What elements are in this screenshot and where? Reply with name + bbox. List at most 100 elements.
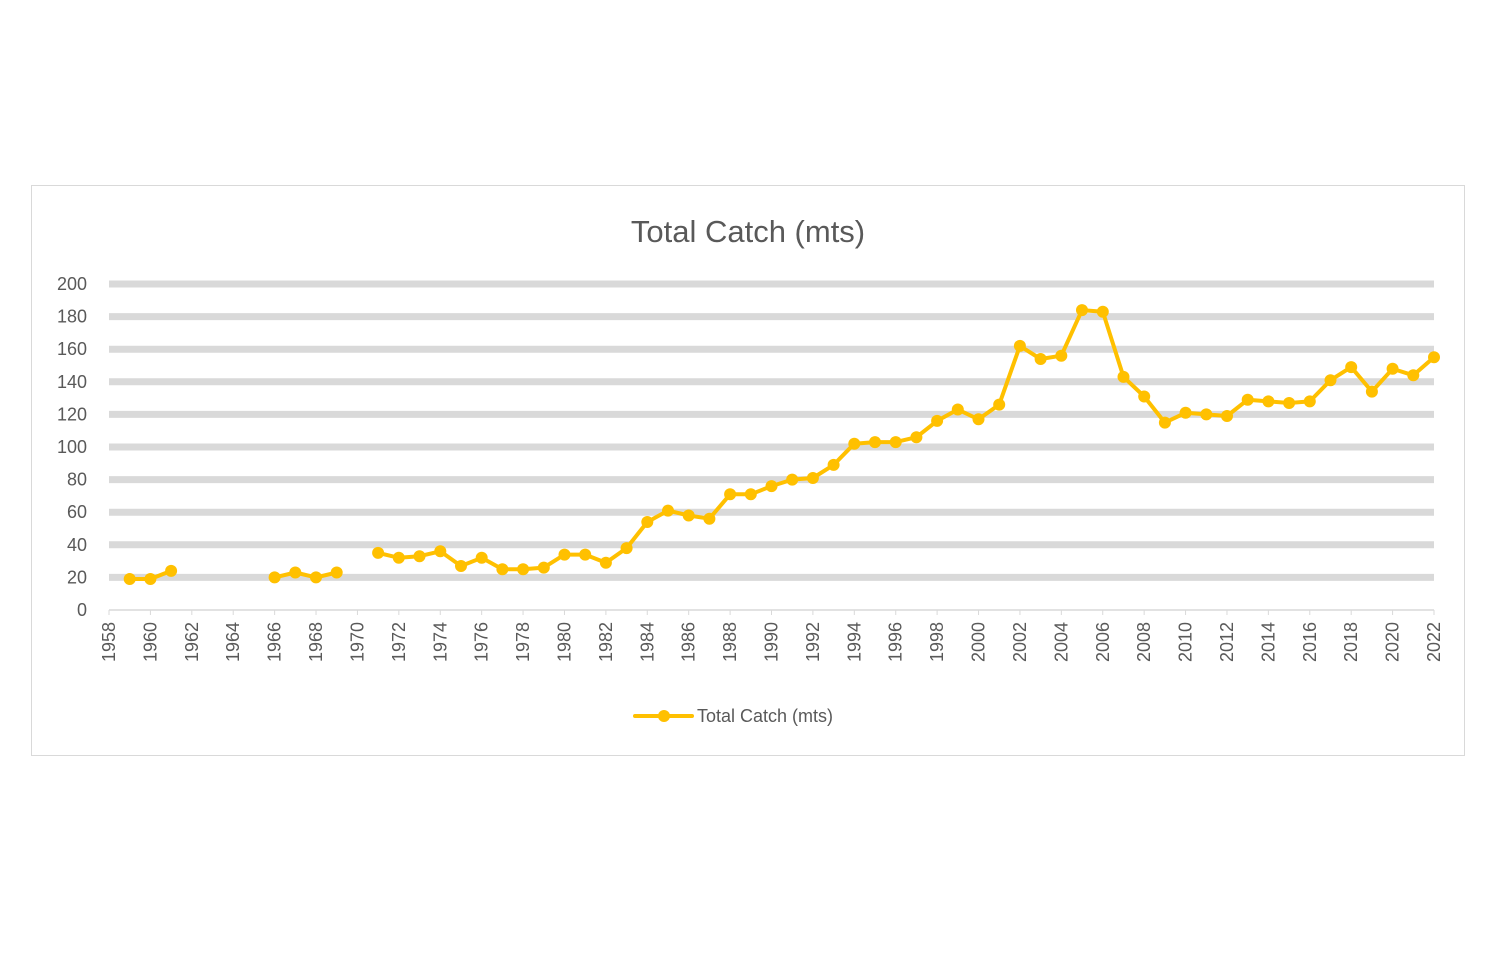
x-tick-label-1984: 1984 [637, 622, 657, 662]
x-tick-label-2006: 2006 [1093, 622, 1113, 662]
data-point-2000 [972, 413, 985, 426]
data-point-1987 [703, 512, 716, 525]
x-tick-label-2016: 2016 [1300, 622, 1320, 662]
data-point-2017 [1324, 374, 1337, 387]
data-point-2001 [993, 398, 1006, 411]
x-tick-label-1996: 1996 [886, 622, 906, 662]
data-point-1978 [517, 563, 530, 576]
data-point-1996 [889, 436, 902, 449]
data-point-1986 [682, 509, 695, 522]
data-point-1971 [372, 546, 385, 559]
x-tick-label-2012: 2012 [1217, 622, 1237, 662]
data-point-1977 [496, 563, 509, 576]
data-point-1992 [806, 472, 819, 484]
data-point-1980 [558, 548, 571, 561]
series-markers [123, 304, 1440, 585]
data-point-1974 [434, 545, 447, 558]
chart-frame: Total Catch (mts) 0 20 40 60 80 100 120 140 160 1… [31, 185, 1465, 756]
data-point-2015 [1283, 397, 1296, 409]
data-point-1981 [579, 548, 592, 561]
legend-label: Total Catch (mts) [697, 706, 833, 726]
x-tick-label-1974: 1974 [430, 622, 450, 662]
data-point-2022 [1428, 351, 1440, 364]
data-point-1989 [744, 488, 757, 501]
x-tick-label-2022: 2022 [1424, 622, 1444, 662]
y-tick-label-0: 0 [77, 600, 87, 620]
data-point-1991 [786, 473, 799, 486]
data-point-1972 [392, 551, 405, 564]
legend-marker-swatch [658, 710, 670, 722]
data-point-1961 [165, 564, 178, 577]
data-point-2010 [1179, 406, 1192, 419]
x-axis-tick-labels: 1958 1960 1962 1964 1966 1968 1970 1972 1974 1976… [99, 610, 1444, 662]
x-tick-label-1994: 1994 [844, 622, 864, 662]
grid-lines [109, 280, 1434, 611]
data-point-2013 [1241, 393, 1254, 406]
y-tick-label-120: 120 [57, 404, 87, 424]
data-point-1999 [951, 403, 964, 416]
data-point-2011 [1200, 408, 1213, 421]
x-tick-label-2018: 2018 [1341, 622, 1361, 662]
y-tick-label-40: 40 [67, 535, 87, 555]
data-point-2003 [1034, 353, 1047, 365]
y-tick-label-100: 100 [57, 437, 87, 457]
x-tick-label-1972: 1972 [389, 622, 409, 662]
x-tick-label-2020: 2020 [1383, 622, 1403, 662]
data-point-1969 [330, 566, 343, 579]
chart-title: Total Catch (mts) [631, 214, 865, 249]
x-tick-label-1986: 1986 [679, 622, 699, 662]
data-point-2019 [1365, 385, 1378, 398]
data-point-2018 [1345, 361, 1358, 374]
y-tick-label-180: 180 [57, 307, 87, 327]
data-point-2002 [1013, 339, 1026, 352]
data-point-1959 [123, 573, 136, 585]
data-point-1988 [724, 488, 737, 501]
x-tick-label-1998: 1998 [927, 622, 947, 662]
x-tick-label-1970: 1970 [347, 622, 367, 662]
data-point-2016 [1303, 395, 1316, 408]
data-point-1997 [910, 431, 923, 444]
line-chart: Total Catch (mts) 0 20 40 60 80 100 120 140 160 1… [57, 214, 1444, 726]
data-point-2012 [1221, 410, 1233, 422]
data-point-1976 [475, 551, 488, 564]
data-point-1979 [537, 561, 550, 574]
data-point-2021 [1407, 369, 1420, 382]
data-point-1993 [827, 458, 840, 471]
data-point-2005 [1076, 304, 1088, 317]
y-tick-label-80: 80 [67, 470, 87, 490]
data-point-2020 [1386, 362, 1399, 375]
data-point-2006 [1096, 305, 1109, 318]
x-tick-label-1990: 1990 [762, 622, 782, 662]
x-tick-label-1980: 1980 [554, 622, 574, 662]
x-tick-label-1982: 1982 [596, 622, 616, 662]
x-tick-label-1992: 1992 [803, 622, 823, 662]
data-point-1967 [289, 566, 302, 579]
data-point-1995 [869, 436, 881, 449]
data-point-1985 [662, 504, 674, 517]
x-tick-label-2010: 2010 [1176, 622, 1196, 662]
y-tick-label-160: 160 [57, 339, 87, 359]
data-point-2009 [1158, 416, 1171, 429]
data-point-1994 [848, 437, 861, 450]
x-tick-label-1966: 1966 [265, 622, 285, 662]
data-point-1968 [310, 571, 322, 584]
data-point-1966 [268, 571, 281, 584]
data-point-2007 [1117, 370, 1130, 383]
y-axis-tick-labels: 0 20 40 60 80 100 120 140 160 180 200 [57, 274, 87, 620]
x-tick-label-1962: 1962 [182, 622, 202, 662]
y-tick-label-60: 60 [67, 502, 87, 522]
x-tick-label-1964: 1964 [223, 622, 243, 662]
x-tick-label-1988: 1988 [720, 622, 740, 662]
x-tick-label-2004: 2004 [1051, 622, 1071, 662]
data-point-2008 [1138, 390, 1151, 403]
data-point-1973 [413, 550, 426, 563]
series-line-segment-2 [272, 570, 339, 580]
y-tick-label-200: 200 [57, 274, 87, 294]
data-point-1960 [144, 573, 157, 585]
x-tick-label-1958: 1958 [99, 622, 119, 662]
data-point-2014 [1262, 395, 1275, 408]
data-point-1998 [931, 414, 944, 427]
data-point-1983 [620, 542, 633, 555]
series-line-segment-3 [376, 308, 1436, 572]
x-tick-label-2002: 2002 [1010, 622, 1030, 662]
